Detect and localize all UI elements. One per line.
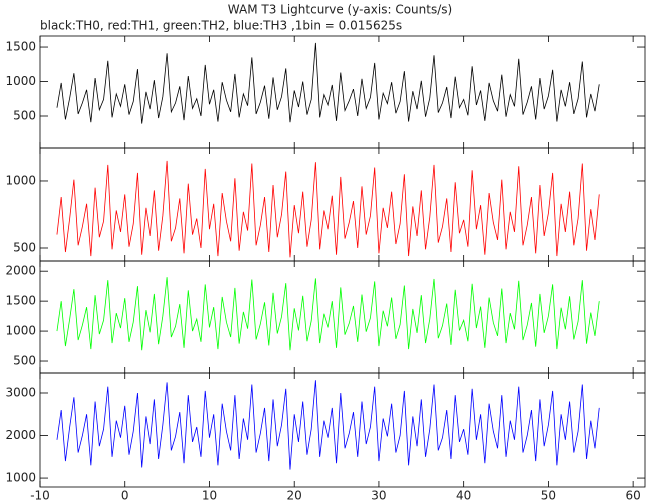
x-tick-label: 10 — [202, 489, 217, 503]
x-tick-label: 60 — [625, 489, 640, 503]
lightcurve — [56, 277, 600, 351]
y-tick-label: 1500 — [5, 294, 36, 308]
panel-frame — [39, 372, 646, 488]
x-tick-label: 20 — [287, 489, 302, 503]
chart-subtitle: black:TH0, red:TH1, green:TH2, blue:TH3 … — [40, 19, 402, 33]
x-tick-label: 0 — [121, 489, 129, 503]
y-tick-label: 1000 — [5, 324, 36, 338]
y-tick-label: 500 — [13, 354, 36, 368]
x-tick-label: 50 — [541, 489, 556, 503]
lightcurve — [56, 42, 600, 124]
lightcurve — [56, 160, 600, 258]
y-tick-label: 500 — [13, 240, 36, 254]
x-tick-label: -10 — [30, 489, 50, 503]
y-tick-label: 1000 — [5, 173, 36, 187]
y-tick-label: 2000 — [5, 428, 36, 442]
y-tick-label: 500 — [13, 109, 36, 123]
y-tick-label: 2000 — [5, 264, 36, 278]
chart-title: WAM T3 Lightcurve (y-axis: Counts/s) — [228, 3, 452, 17]
y-tick-label: 1000 — [5, 74, 36, 88]
panel-frame — [39, 260, 646, 374]
x-tick-label: 30 — [371, 489, 386, 503]
lightcurve — [56, 380, 600, 470]
y-tick-label: 1000 — [5, 471, 36, 485]
x-tick-label: 40 — [456, 489, 471, 503]
y-tick-label: 1500 — [5, 40, 36, 54]
y-tick-label: 3000 — [5, 385, 36, 399]
